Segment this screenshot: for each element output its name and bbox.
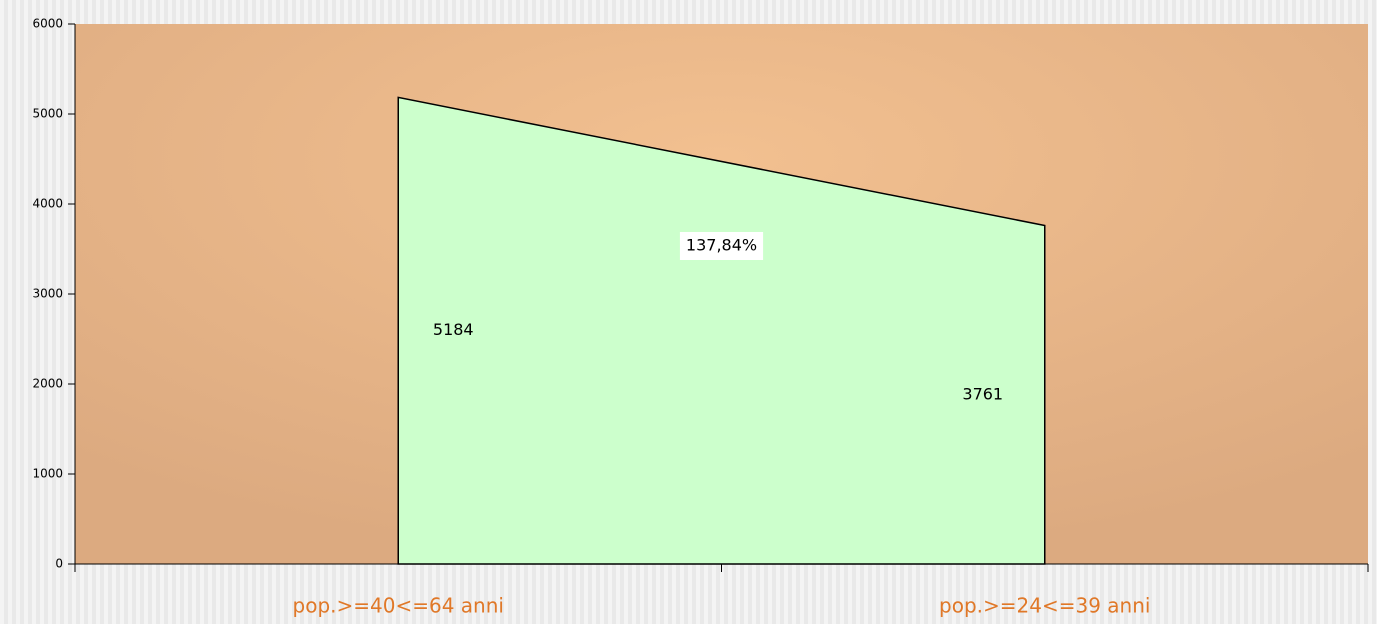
y-tick-label: 5000 (32, 107, 63, 121)
y-tick-label: 3000 (32, 287, 63, 301)
y-tick-label: 1000 (32, 467, 63, 481)
y-tick-label: 4000 (32, 197, 63, 211)
y-tick-label: 6000 (32, 17, 63, 31)
data-label: 3761 (962, 384, 1003, 403)
y-tick-label: 2000 (32, 377, 63, 391)
x-tick-label: pop.>=24<=39 anni (939, 594, 1150, 618)
annotation: 137,84% (686, 236, 757, 255)
annotation-box (679, 232, 764, 260)
x-tick-label: pop.>=40<=64 anni (293, 594, 504, 618)
y-tick-label: 0 (55, 557, 63, 571)
data-label: 5184 (433, 320, 474, 339)
